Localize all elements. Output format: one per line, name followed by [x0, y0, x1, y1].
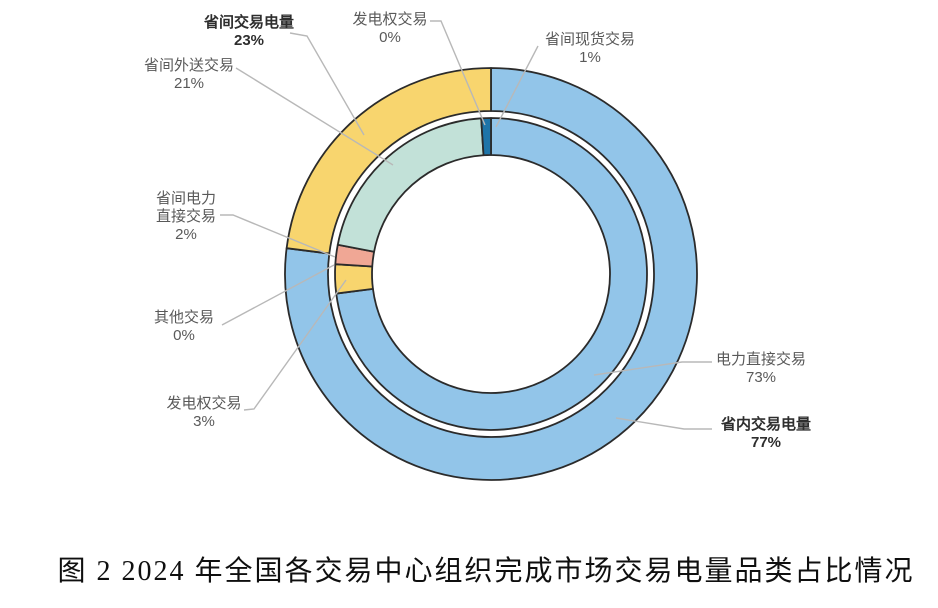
leader-line-6	[243, 279, 347, 411]
label-interprovincial-direct-trade: 省间电力 直接交易 2%	[156, 190, 216, 244]
label-value: 77%	[750, 434, 782, 451]
label-value: 0%	[173, 327, 195, 344]
donut-chart-area: 省间交易电量 23% 发电权交易 0% 省间现货交易 1% 省间外送交易 21%…	[144, 11, 811, 481]
leader-line-3	[235, 67, 394, 166]
segment-outer-省内交易电量	[284, 67, 698, 481]
label-text: 发电权交易	[352, 11, 428, 28]
label-interprovincial-spot-trade: 省间现货交易 1%	[545, 31, 635, 67]
leader-line-0	[289, 32, 365, 136]
leader-line-1	[430, 20, 486, 126]
label-value: 2%	[175, 226, 197, 243]
label-generation-rights-trade-0: 发电权交易 0%	[352, 11, 427, 47]
label-other-trade: 其他交易 0%	[154, 309, 214, 345]
label-value: 3%	[193, 413, 215, 430]
label-value: 73%	[745, 369, 777, 386]
segment-outer-省间交易电量	[285, 67, 492, 255]
label-direct-power-trade: 电力直接交易 73%	[716, 351, 806, 387]
leader-line-4	[220, 214, 336, 258]
leader-line-7	[593, 361, 712, 376]
nested-donut-chart	[220, 20, 712, 481]
segment-inner-电力直接交易	[335, 117, 648, 431]
label-interprovincial-total: 省间交易电量 23%	[204, 14, 294, 50]
label-text: 省内交易电量	[720, 416, 812, 433]
label-text: 发电权交易	[166, 395, 242, 412]
segment-inner-省间现货交易	[480, 117, 492, 157]
leader-line-8	[615, 417, 712, 430]
label-text: 其他交易	[153, 309, 215, 326]
leader-line-5	[221, 264, 335, 326]
label-value: 0%	[379, 29, 401, 46]
label-text: 电力直接交易	[715, 351, 807, 368]
label-interprovincial-outbound-trade: 省间外送交易 21%	[144, 57, 234, 93]
label-text: 省间交易电量	[203, 14, 295, 31]
label-text: 直接交易	[155, 208, 217, 225]
leader-line-2	[495, 45, 539, 128]
label-intraprovincial-total: 省内交易电量 77%	[721, 416, 811, 452]
label-text: 省间外送交易	[143, 57, 235, 74]
label-text: 省间现货交易	[544, 31, 636, 48]
figure-caption: 图 2 2024 年全国各交易中心组织完成市场交易电量品类占比情况	[57, 556, 915, 587]
label-text: 省间电力	[155, 190, 217, 207]
segment-inner-发电权交易	[334, 263, 374, 295]
label-value: 21%	[173, 75, 205, 92]
label-value: 23%	[233, 32, 265, 49]
label-generation-rights-trade-3: 发电权交易 3%	[166, 395, 241, 431]
label-value: 1%	[579, 49, 601, 66]
